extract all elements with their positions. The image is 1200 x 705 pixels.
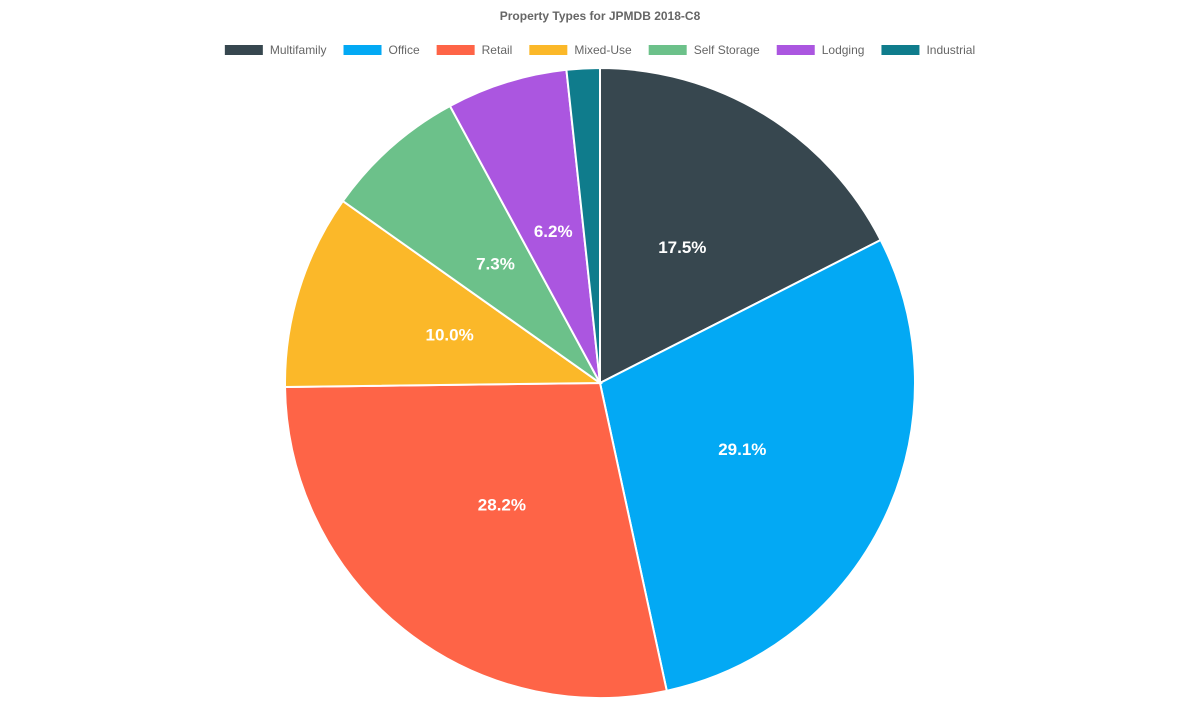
pie-slice (341, 104, 601, 384)
data-label: 29.1% (718, 440, 766, 459)
pie-slice (599, 66, 883, 385)
pie-slice (284, 199, 604, 388)
pie-slice (448, 68, 601, 384)
pie-slice (598, 238, 916, 693)
legend-label: Lodging (822, 43, 865, 57)
legend-swatch (343, 45, 382, 55)
legend-swatch (648, 45, 687, 55)
legend-swatch (881, 45, 920, 55)
data-label: 10.0% (426, 326, 474, 345)
legend-swatch (436, 45, 475, 55)
legend-label: Retail (482, 43, 513, 57)
data-label: 17.5% (658, 238, 706, 257)
pie-slice (565, 66, 601, 384)
legend-label: Self Storage (694, 43, 760, 57)
legend-label: Office (389, 43, 420, 57)
chart-title: Property Types for JPMDB 2018-C8 (500, 9, 701, 23)
data-label: 28.2% (478, 496, 526, 515)
data-label: 7.3% (476, 255, 515, 274)
legend-label: Mixed-Use (574, 43, 632, 57)
legend: Multifamily Office Retail Mixed-Use Self Sto… (224, 43, 975, 57)
legend-label: Multifamily (270, 43, 327, 57)
legend-label: Industrial (926, 43, 975, 57)
legend-swatch (529, 45, 568, 55)
legend-swatch (776, 45, 815, 55)
pie-slice (284, 381, 668, 699)
legend-swatch (224, 45, 263, 55)
data-label: 6.2% (534, 222, 573, 241)
